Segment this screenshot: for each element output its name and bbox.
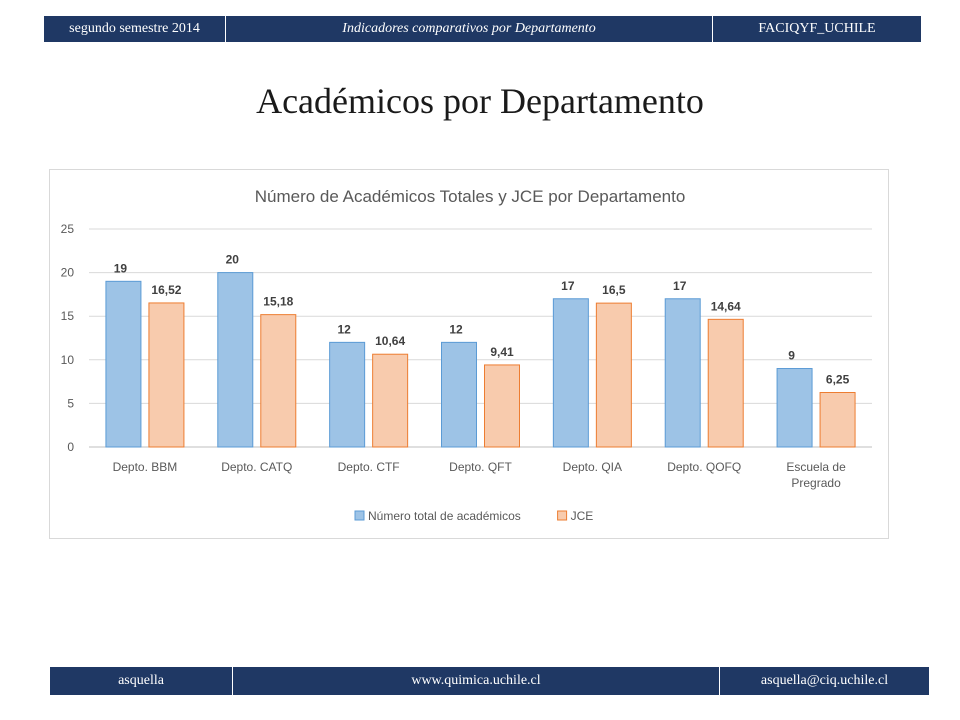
chart-frame — [49, 169, 889, 539]
header-period: segundo semestre 2014 — [44, 16, 226, 42]
footer-bar: asquella www.quimica.uchile.cl asquella@… — [50, 667, 929, 695]
footer-author: asquella — [50, 667, 233, 695]
header-bar: segundo semestre 2014 Indicadores compar… — [44, 16, 921, 42]
header-subtitle: Indicadores comparativos por Departament… — [226, 16, 713, 42]
page-title: Académicos por Departamento — [256, 81, 704, 121]
footer-website[interactable]: www.quimica.uchile.cl — [233, 667, 720, 695]
header-org: FACIQYF_UCHILE — [758, 21, 876, 36]
footer-email[interactable]: asquella@ciq.uchile.cl — [760, 673, 889, 688]
